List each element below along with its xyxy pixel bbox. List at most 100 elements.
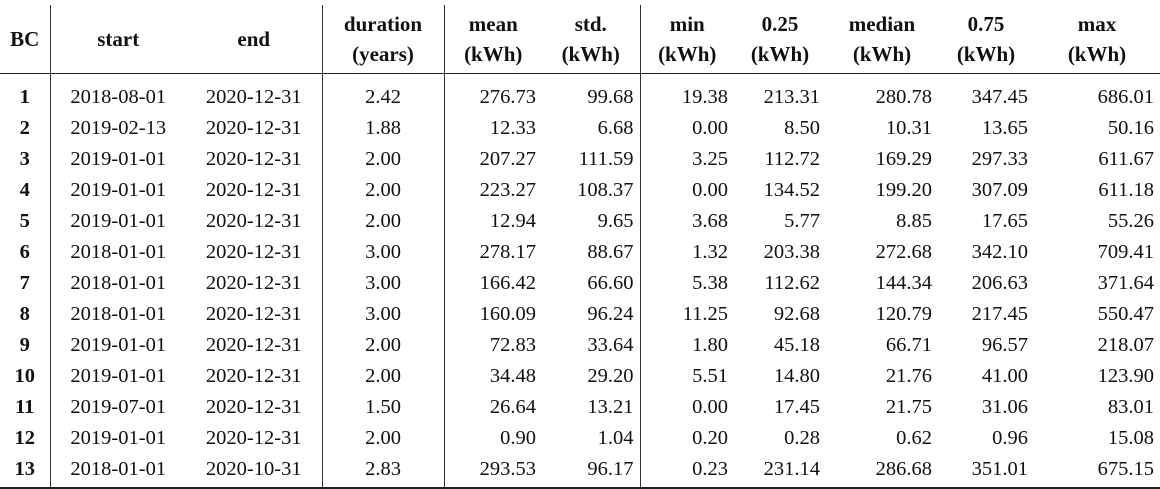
cell-mean: 293.53 xyxy=(444,454,542,489)
header-q75-label: 0.75 xyxy=(967,12,1005,36)
header-std-unit: (kWh) xyxy=(561,42,620,66)
cell-end: 2020-12-31 xyxy=(186,330,323,361)
cell-duration: 1.88 xyxy=(322,113,445,144)
cell-max: 123.90 xyxy=(1097,365,1154,387)
header-end-label: end xyxy=(237,27,271,51)
cell-bc: 10 xyxy=(0,361,51,392)
cell-max: 55.26 xyxy=(1107,210,1154,232)
cell-std: 99.68 xyxy=(542,73,641,113)
header-min-label: min xyxy=(669,12,705,36)
header-max: max (kWh) xyxy=(1034,5,1160,74)
table-row: 1 2018-08-01 2020-12-31 2.42 276.73 99.68 19.3… xyxy=(0,73,1160,113)
cell-min: 3.68 xyxy=(692,210,728,232)
cell-mean: 26.64 xyxy=(489,396,536,418)
statistics-table: BC start end duration (years) mean (kWh) std. (k… xyxy=(0,5,1160,489)
cell-mean: 223.27 xyxy=(479,179,536,201)
cell-end: 2020-12-31 xyxy=(186,206,323,237)
cell-q25: 17.45 xyxy=(773,396,820,418)
header-median: median (kWh) xyxy=(826,5,938,74)
cell-max: 550.47 xyxy=(1097,303,1154,325)
cell-std: 33.64 xyxy=(542,330,641,361)
cell-duration: 2.83 xyxy=(322,454,445,489)
cell-std: 6.68 xyxy=(542,113,641,144)
header-q25-unit: (kWh) xyxy=(750,42,810,66)
cell-end: 2020-12-31 xyxy=(186,392,323,423)
cell-bc: 13 xyxy=(0,454,51,489)
cell-start: 2018-08-01 xyxy=(70,86,167,108)
cell-median: 120.79 xyxy=(875,303,932,325)
cell-start: 2019-01-01 xyxy=(70,210,167,232)
cell-min: 11.25 xyxy=(682,303,728,325)
cell-min: 0.00 xyxy=(692,179,728,201)
table-row: 12 2019-01-01 2020-12-31 2.00 0.90 1.04 0.20 0.… xyxy=(0,423,1160,454)
table-row: 9 2019-01-01 2020-12-31 2.00 72.83 33.64 1.80 4… xyxy=(0,330,1160,361)
cell-end: 2020-12-31 xyxy=(186,361,323,392)
cell-start: 2019-01-01 xyxy=(70,179,167,201)
cell-q25: 213.31 xyxy=(763,86,820,108)
cell-min: 3.25 xyxy=(692,148,728,170)
cell-end: 2020-12-31 xyxy=(186,423,323,454)
header-row: BC start end duration (years) mean (kWh) std. (k… xyxy=(0,5,1160,74)
cell-max: 709.41 xyxy=(1097,241,1154,263)
cell-median: 199.20 xyxy=(875,179,932,201)
header-start: start xyxy=(50,5,186,74)
cell-std: 108.37 xyxy=(542,175,641,206)
cell-min: 5.51 xyxy=(692,365,728,387)
cell-bc: 7 xyxy=(0,268,51,299)
cell-q25: 231.14 xyxy=(734,454,826,489)
cell-start: 2019-07-01 xyxy=(70,396,167,418)
header-min-unit: (kWh) xyxy=(658,42,717,66)
cell-bc: 4 xyxy=(0,175,51,206)
cell-median: 21.76 xyxy=(885,365,932,387)
table-row: 11 2019-07-01 2020-12-31 1.50 26.64 13.21 0.00… xyxy=(0,392,1160,423)
cell-start: 2018-01-01 xyxy=(70,303,167,325)
cell-q75: 206.63 xyxy=(971,272,1028,294)
table-row: 2 2019-02-13 2020-12-31 1.88 12.33 6.68 0.00 8.… xyxy=(0,113,1160,144)
cell-duration: 3.00 xyxy=(322,237,445,268)
cell-min: 1.32 xyxy=(692,241,728,263)
header-median-label: median xyxy=(848,12,916,36)
cell-start: 2019-02-13 xyxy=(70,117,167,139)
header-mean-label: mean xyxy=(468,12,518,36)
cell-end: 2020-12-31 xyxy=(186,299,323,330)
cell-start: 2019-01-01 xyxy=(70,427,167,449)
cell-q25: 5.77 xyxy=(784,210,820,232)
cell-q75: 342.10 xyxy=(971,241,1028,263)
cell-bc: 2 xyxy=(0,113,51,144)
header-max-unit: (kWh) xyxy=(1067,42,1127,66)
cell-q75: 351.01 xyxy=(938,454,1034,489)
cell-max: 611.67 xyxy=(1098,148,1154,170)
cell-q75: 307.09 xyxy=(971,179,1028,201)
cell-duration: 2.00 xyxy=(322,423,445,454)
cell-q75: 41.00 xyxy=(981,365,1028,387)
table-row: 10 2019-01-01 2020-12-31 2.00 34.48 29.20 5.51… xyxy=(0,361,1160,392)
cell-bc: 3 xyxy=(0,144,51,175)
header-min: min (kWh) xyxy=(640,5,734,74)
cell-mean: 12.33 xyxy=(489,117,536,139)
header-q25: 0.25 (kWh) xyxy=(734,5,826,74)
cell-q75: 17.65 xyxy=(981,210,1028,232)
cell-q75: 13.65 xyxy=(981,117,1028,139)
header-mean-unit: (kWh) xyxy=(464,42,523,66)
cell-duration: 2.00 xyxy=(322,361,445,392)
header-max-label: max xyxy=(1077,12,1117,36)
cell-q75: 0.96 xyxy=(992,427,1028,449)
cell-q25: 45.18 xyxy=(773,334,820,356)
header-duration-label: duration xyxy=(343,12,423,36)
cell-start: 2019-01-01 xyxy=(70,334,167,356)
header-mean: mean (kWh) xyxy=(444,5,542,74)
cell-start: 2019-01-01 xyxy=(70,365,167,387)
header-std-label: std. xyxy=(574,12,607,36)
cell-max: 50.16 xyxy=(1107,117,1154,139)
cell-min: 0.23 xyxy=(640,454,734,489)
cell-median: 10.31 xyxy=(885,117,932,139)
cell-min: 0.00 xyxy=(692,117,728,139)
cell-end: 2020-12-31 xyxy=(186,144,323,175)
cell-mean: 72.83 xyxy=(489,334,536,356)
cell-median: 66.71 xyxy=(885,334,932,356)
table-row: 4 2019-01-01 2020-12-31 2.00 223.27 108.37 0.0… xyxy=(0,175,1160,206)
cell-q25: 0.28 xyxy=(784,427,820,449)
cell-end: 2020-12-31 xyxy=(186,237,323,268)
cell-q75: 297.33 xyxy=(971,148,1028,170)
cell-std: 111.59 xyxy=(542,144,641,175)
